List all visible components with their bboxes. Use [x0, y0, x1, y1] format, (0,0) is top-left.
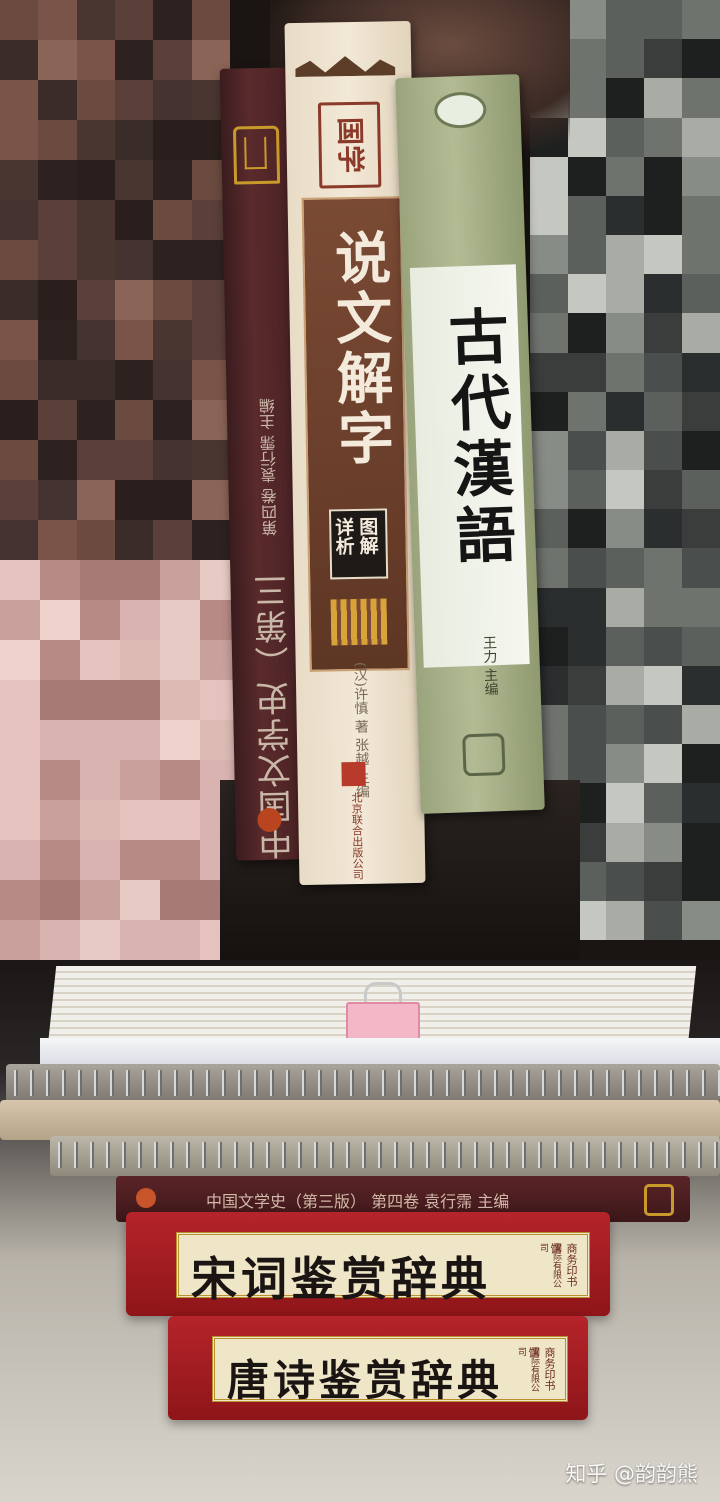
notebook	[0, 1100, 720, 1140]
series-label: 国学	[317, 101, 382, 189]
book-title: 唐诗鉴赏辞典	[227, 1356, 504, 1405]
binder-clip-wire-icon	[364, 982, 402, 1009]
spiral-notebook	[6, 1064, 720, 1104]
book-author: 王力 主编	[480, 635, 499, 697]
book-title: 宋词鉴赏辞典	[191, 1252, 491, 1306]
emblem-icon	[433, 91, 487, 130]
seal-icon	[136, 1188, 156, 1208]
top-photo: 第四卷 袁行霈 主编 中国文学史（第三版） 国学 说文解字 图解 详析 (汉)许…	[0, 0, 720, 960]
spiral-rings-icon	[50, 1142, 720, 1168]
decorative-crest-icon	[295, 51, 396, 93]
spiral-notebook	[50, 1136, 720, 1176]
book-publisher: 北京联合出版公司	[349, 791, 365, 881]
publisher-seal-icon	[341, 761, 366, 787]
mosaic-block	[0, 0, 230, 560]
title-label: 唐诗鉴赏辞典 商务印书馆 国际有限公司	[212, 1336, 568, 1405]
book-spine-gudai-hanyu: 古代漢語 王力 主编	[395, 74, 545, 814]
publisher-name: 商务印书馆	[527, 1347, 556, 1391]
illustrated-badge: 图解 详析	[328, 508, 389, 580]
title-band: 说文解字 图解 详析	[301, 196, 410, 672]
book-tangshi-dictionary: 唐诗鉴赏辞典 商务印书馆 国际有限公司	[168, 1316, 588, 1420]
publisher-name: 商务印书馆	[549, 1243, 578, 1287]
publisher-name-2: 国际有限公司	[516, 1347, 539, 1392]
spiral-rings-icon	[6, 1070, 720, 1096]
title-label: 宋词鉴赏辞典 商务印书馆 国际有限公司	[176, 1232, 590, 1306]
ornament-icon	[330, 598, 388, 646]
publisher-name-2: 国际有限公司	[538, 1243, 561, 1288]
book-title: 古代漢語	[437, 304, 517, 571]
publisher-logo-icon	[644, 1184, 674, 1216]
book-title: 中国文学史（第三版） 第四卷 袁行霈 主编	[206, 1192, 510, 1211]
badge-text-1: 图解	[356, 516, 379, 555]
book-title: 说文解字	[325, 228, 396, 470]
book-songci-dictionary: 宋词鉴赏辞典 商务印书馆 国际有限公司	[126, 1212, 610, 1316]
badge-text-2: 详析	[332, 517, 355, 556]
title-panel: 古代漢語	[409, 264, 530, 668]
watermark: 知乎 @韵韵熊	[565, 1462, 698, 1486]
bottom-photo: 中国文学史（第三版） 第四卷 袁行霈 主编 宋词鉴赏辞典 商务印书馆 国际有限公…	[0, 960, 720, 1502]
book-meta: 第四卷 袁行霈 主编	[258, 397, 281, 537]
plastic-folder	[40, 1038, 720, 1068]
publisher-logo-icon	[232, 125, 281, 185]
publisher-logo-icon	[462, 732, 506, 777]
